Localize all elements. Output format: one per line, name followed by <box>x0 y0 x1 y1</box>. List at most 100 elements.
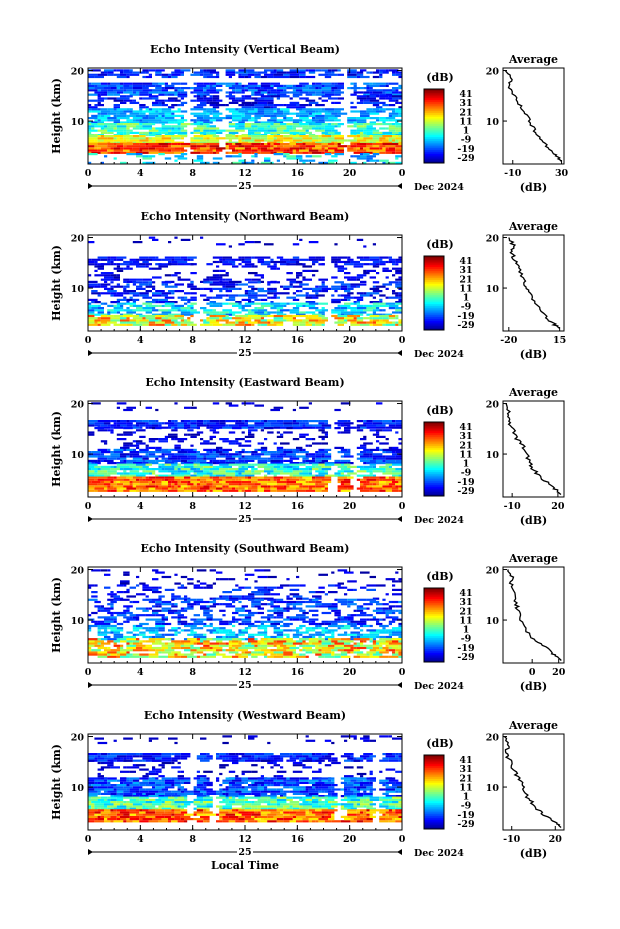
heatmap-cell <box>321 603 332 606</box>
y-axis-label: Height (km) <box>50 245 63 321</box>
heatmap-cell <box>289 69 300 72</box>
heatmap-cell <box>392 584 396 587</box>
heatmap-cell <box>299 302 309 305</box>
heatmap-cell <box>260 319 268 322</box>
heatmap-cell <box>241 317 245 320</box>
heatmap-cell <box>164 87 175 90</box>
heatmap-cell <box>132 624 136 628</box>
heatmap-cell <box>308 302 319 305</box>
heatmap-cell <box>376 402 383 405</box>
heatmap-cell <box>148 69 156 72</box>
heatmap-cell <box>392 453 399 456</box>
heatmap-cell <box>331 151 335 154</box>
heatmap-cell <box>104 483 111 486</box>
heatmap-cell <box>315 129 325 132</box>
heatmap-cell <box>334 151 344 154</box>
heatmap-cell <box>158 424 162 427</box>
heatmap-cell <box>324 622 332 626</box>
heatmap-cell <box>116 265 120 268</box>
heatmap-cell <box>369 319 373 322</box>
heatmap-cell <box>100 638 108 641</box>
heatmap-cell <box>398 139 402 142</box>
heatmap-cell <box>321 82 332 85</box>
heatmap-cell <box>264 131 271 134</box>
heatmap-cell <box>177 489 184 492</box>
heatmap-cell <box>369 258 380 261</box>
heatmap-cell <box>152 422 159 425</box>
heatmap-cell <box>254 649 261 652</box>
heatmap-cell <box>116 87 120 90</box>
heatmap-cell <box>363 129 373 132</box>
heatmap-cell <box>216 465 223 468</box>
heatmap-cell <box>91 620 98 623</box>
heatmap-cell <box>257 624 261 628</box>
heatmap-cell <box>206 472 213 475</box>
heatmap-cell <box>395 609 399 612</box>
heatmap-cell <box>203 624 207 628</box>
heatmap-cell <box>296 276 300 279</box>
heatmap-cell <box>187 605 191 608</box>
heatmap-cell <box>299 131 306 134</box>
heatmap-cell <box>168 241 172 244</box>
heatmap-cell <box>286 71 296 74</box>
heatmap-cell <box>203 127 210 130</box>
heatmap-cell <box>334 463 341 466</box>
heatmap-cell <box>251 147 258 150</box>
heatmap-cell <box>302 108 312 111</box>
heatmap-cell <box>372 453 383 456</box>
heatmap-cell <box>203 609 210 612</box>
heatmap-cell <box>158 149 168 152</box>
heatmap-cell <box>283 313 287 316</box>
heatmap-cell <box>257 71 268 74</box>
heatmap-cell <box>206 145 210 148</box>
heatmap-cell <box>321 147 325 150</box>
heatmap-cell <box>88 455 98 458</box>
heatmap-cell <box>369 635 376 639</box>
heatmap-cell <box>395 161 402 164</box>
heatmap-cell <box>344 620 351 623</box>
heatmap-cell <box>305 110 316 113</box>
heatmap-cell <box>180 110 188 113</box>
heatmap-cell <box>312 476 316 479</box>
heatmap-cell <box>296 108 303 111</box>
heatmap-cell <box>292 651 296 654</box>
heatmap-cell <box>190 487 200 490</box>
heatmap-cell <box>264 243 274 246</box>
heatmap-cell <box>299 435 306 438</box>
heatmap-cell <box>337 616 341 619</box>
heatmap-cell <box>244 616 252 619</box>
heatmap-cell <box>120 97 130 100</box>
heatmap-cell <box>171 605 178 608</box>
heatmap-cell <box>116 125 127 128</box>
heatmap-cell <box>120 629 124 632</box>
heatmap-cell <box>337 420 348 423</box>
heatmap-cell <box>276 480 287 484</box>
colorbar-tick-label: 1 <box>463 459 470 470</box>
heatmap-cell <box>257 147 261 150</box>
heatmap-cell <box>216 451 223 454</box>
heatmap-cell <box>254 453 264 456</box>
heatmap-cell <box>206 653 216 656</box>
heatmap-cell <box>273 127 277 130</box>
heatmap-cell <box>372 131 380 134</box>
heatmap-cell <box>321 629 328 632</box>
heatmap-cell <box>260 161 271 164</box>
heatmap-cell <box>264 311 268 314</box>
heatmap-cell <box>164 141 172 144</box>
heatmap-cell <box>347 605 351 608</box>
heatmap-cell <box>209 605 216 608</box>
heatmap-cell <box>110 281 114 284</box>
heatmap-cell <box>209 278 220 281</box>
heatmap-cell <box>334 653 341 656</box>
heatmap-cell <box>190 323 197 326</box>
heatmap-cell <box>321 290 328 293</box>
heatmap-cell <box>136 151 143 154</box>
heatmap-cell <box>324 453 332 456</box>
heatmap-cell <box>270 600 274 604</box>
heatmap-cell <box>196 121 204 124</box>
heatmap-cell <box>216 487 223 490</box>
heatmap-cell <box>344 593 348 596</box>
heatmap-cell <box>337 474 344 477</box>
heatmap-cell <box>152 104 162 107</box>
heatmap-cell <box>241 95 245 98</box>
